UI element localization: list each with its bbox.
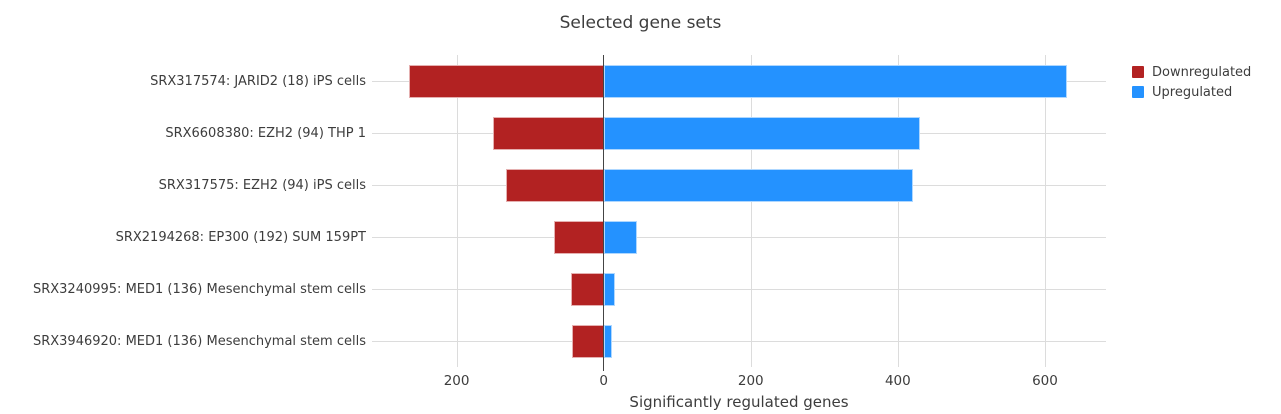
legend: Downregulated Upregulated bbox=[1132, 62, 1251, 102]
x-tick-label: 400 bbox=[884, 373, 911, 389]
legend-label: Downregulated bbox=[1152, 64, 1252, 80]
legend-item-upregulated[interactable]: Upregulated bbox=[1132, 82, 1251, 102]
downregulated-bar[interactable] bbox=[570, 272, 604, 306]
category-label: SRX317574: JARID2 (18) iPS cells bbox=[150, 73, 366, 89]
x-axis-title: Significantly regulated genes bbox=[629, 393, 849, 411]
x-tick-label: 0 bbox=[599, 373, 608, 389]
vertical-gridline bbox=[1044, 55, 1046, 367]
downregulated-bar[interactable] bbox=[572, 324, 604, 358]
upregulated-swatch-icon bbox=[1132, 86, 1144, 98]
vertical-gridline bbox=[456, 55, 458, 367]
downregulated-bar[interactable] bbox=[493, 116, 604, 150]
y-axis-labels: SRX317574: JARID2 (18) iPS cells SRX66083… bbox=[0, 0, 366, 414]
category-label: SRX317575: EZH2 (94) iPS cells bbox=[158, 177, 366, 193]
upregulated-bar[interactable] bbox=[603, 64, 1068, 98]
x-tick-label: 600 bbox=[1032, 373, 1058, 389]
x-tick-label: 200 bbox=[443, 373, 470, 389]
upregulated-bar[interactable] bbox=[603, 220, 637, 254]
plot-area bbox=[372, 55, 1106, 371]
upregulated-bar[interactable] bbox=[603, 116, 920, 150]
vertical-gridline bbox=[897, 55, 899, 367]
legend-label: Upregulated bbox=[1152, 84, 1233, 100]
category-label: SRX3946920: MED1 (136) Mesenchymal stem … bbox=[32, 333, 366, 349]
category-label: SRX2194268: EP300 (192) SUM 159PT bbox=[115, 229, 366, 245]
horizontal-gridline bbox=[372, 237, 1106, 238]
legend-item-downregulated[interactable]: Downregulated bbox=[1132, 62, 1251, 82]
x-tick-label: 200 bbox=[737, 373, 764, 389]
upregulated-bar[interactable] bbox=[603, 324, 613, 358]
vertical-gridline bbox=[750, 55, 752, 367]
zero-line bbox=[602, 55, 605, 371]
category-label: SRX6608380: EZH2 (94) THP 1 bbox=[165, 125, 366, 141]
horizontal-gridline bbox=[372, 289, 1106, 290]
downregulated-bar[interactable] bbox=[554, 220, 604, 254]
horizontal-gridline bbox=[372, 341, 1106, 342]
downregulated-bar[interactable] bbox=[408, 64, 604, 98]
upregulated-bar[interactable] bbox=[603, 272, 615, 306]
downregulated-swatch-icon bbox=[1132, 66, 1144, 78]
chart-title: Selected gene sets bbox=[559, 13, 722, 33]
downregulated-bar[interactable] bbox=[505, 168, 604, 202]
upregulated-bar[interactable] bbox=[603, 168, 913, 202]
category-label: SRX3240995: MED1 (136) Mesenchymal stem … bbox=[32, 281, 366, 297]
